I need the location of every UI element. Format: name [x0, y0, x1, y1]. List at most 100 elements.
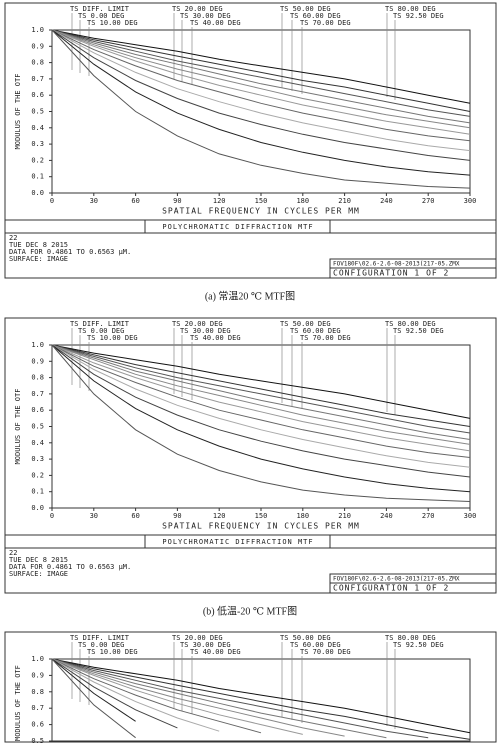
- y-tick-label: 0.8: [31, 688, 44, 696]
- x-tick-label: 210: [338, 197, 351, 205]
- panel-frame: [4, 317, 497, 594]
- y-tick-label: 0.0: [31, 504, 44, 512]
- y-tick-label: 0.5: [31, 108, 44, 116]
- x-tick-label: 60: [131, 197, 139, 205]
- field-label: TS 92.50 DEG: [393, 327, 444, 335]
- mtf-curve: [51, 658, 387, 739]
- mtf-curve: [51, 344, 471, 502]
- field-label: TS 70.00 DEG: [300, 19, 351, 27]
- y-tick-label: 1.0: [31, 26, 44, 34]
- caption: (b) 低温-20 ℃ MTF图: [203, 604, 297, 617]
- x-tick-label: 30: [90, 197, 98, 205]
- field-label: TS 10.00 DEG: [87, 334, 138, 342]
- field-label: TS 70.00 DEG: [300, 334, 351, 342]
- mtf-curve: [51, 344, 471, 493]
- field-label: TS 0.00 DEG: [78, 327, 124, 335]
- x-tick-label: 240: [380, 512, 393, 520]
- y-tick-label: 1.0: [31, 655, 44, 663]
- x-tick-label: 90: [173, 197, 181, 205]
- mtf-curve: [51, 344, 471, 440]
- x-tick-label: 300: [464, 197, 477, 205]
- mtf-curve: [51, 29, 471, 124]
- info-title: POLYCHROMATIC DIFFRACTION MTF: [162, 223, 313, 231]
- y-tick-label: 0.3: [31, 455, 44, 463]
- y-tick-label: 0.6: [31, 91, 44, 99]
- y-tick-label: 0.3: [31, 140, 44, 148]
- field-label: TS 60.00 DEG: [290, 327, 341, 335]
- info-line: 22: [9, 234, 17, 242]
- field-label: TS 10.00 DEG: [87, 648, 138, 656]
- mtf-curve: [51, 29, 471, 161]
- field-label: TS 70.00 DEG: [300, 648, 351, 656]
- caption: (a) 常温20 ℃ MTF图: [205, 289, 295, 302]
- mtf-curve: [51, 29, 471, 112]
- field-label: TS 30.00 DEG: [180, 327, 231, 335]
- x-tick-label: 120: [213, 512, 226, 520]
- y-tick-label: 0.8: [31, 59, 44, 67]
- x-axis-title: SPATIAL FREQUENCY IN CYCLES PER MM: [162, 522, 360, 531]
- y-tick-label: 1.0: [31, 341, 44, 349]
- y-tick-label: 0.9: [31, 42, 44, 50]
- x-tick-label: 270: [422, 512, 435, 520]
- file-name: FOV180F\02.6-2.6-08-2013(217-05.ZMX: [333, 261, 460, 268]
- y-tick-label: 0.1: [31, 173, 44, 181]
- field-label: TS 30.00 DEG: [180, 641, 231, 649]
- x-tick-label: 150: [255, 512, 268, 520]
- field-label: TS 80.00 DEG: [385, 320, 436, 328]
- info-line: DATA FOR 0.4861 TO 0.6563 µM.: [9, 563, 131, 571]
- x-tick-label: 90: [173, 512, 181, 520]
- y-tick-label: 0.7: [31, 704, 44, 712]
- mtf-curve: [51, 29, 471, 129]
- x-tick-label: 300: [464, 512, 477, 520]
- y-axis-title: MODULUS OF THE OTF: [14, 74, 22, 150]
- field-label: TS DIFF. LIMIT: [70, 320, 130, 328]
- info-line: DATA FOR 0.4861 TO 0.6563 µM.: [9, 248, 131, 256]
- y-tick-label: 0.5: [31, 737, 44, 743]
- mtf-curve: [51, 344, 471, 445]
- x-tick-label: 180: [296, 197, 309, 205]
- y-axis-title: MODULUS OF THE OTF: [14, 389, 22, 465]
- panel-frame: [4, 2, 497, 279]
- y-tick-label: 0.9: [31, 671, 44, 679]
- panel-frame: [4, 631, 497, 743]
- mtf-curve: [51, 658, 345, 737]
- mtf-curve: [51, 344, 471, 478]
- field-label: TS 60.00 DEG: [290, 12, 341, 20]
- mtf-curve: [51, 344, 471, 419]
- field-label: TS 80.00 DEG: [385, 5, 436, 13]
- y-axis-title: MODULUS OF THE OTF: [14, 665, 22, 741]
- y-tick-label: 0.6: [31, 406, 44, 414]
- field-label: TS 92.50 DEG: [393, 641, 444, 649]
- mtf-curve: [51, 658, 220, 732]
- x-tick-label: 270: [422, 197, 435, 205]
- field-label: TS 0.00 DEG: [78, 641, 124, 649]
- y-tick-label: 0.2: [31, 471, 44, 479]
- field-label: TS 20.00 DEG: [172, 5, 223, 13]
- y-tick-label: 0.7: [31, 390, 44, 398]
- mtf-curve: [51, 658, 303, 735]
- field-label: TS 40.00 DEG: [190, 19, 241, 27]
- info-title: POLYCHROMATIC DIFFRACTION MTF: [162, 538, 313, 546]
- x-tick-label: 120: [213, 197, 226, 205]
- mtf-curve: [51, 344, 471, 458]
- mtf-curve: [51, 658, 471, 734]
- mtf-curve: [51, 658, 471, 740]
- mtf-curve: [51, 29, 471, 142]
- mtf-curve: [51, 29, 471, 104]
- mtf-curve: [51, 658, 136, 739]
- plot-frame: [51, 658, 471, 742]
- mtf-curve: [51, 658, 262, 734]
- field-label: TS 92.50 DEG: [393, 12, 444, 20]
- y-tick-label: 0.7: [31, 75, 44, 83]
- info-line: SURFACE: IMAGE: [9, 255, 68, 263]
- mtf-curve: [51, 29, 471, 189]
- mtf-curve: [51, 29, 471, 117]
- y-tick-label: 0.0: [31, 189, 44, 197]
- y-tick-label: 0.5: [31, 423, 44, 431]
- field-label: TS 40.00 DEG: [190, 334, 241, 342]
- mtf-curve: [51, 344, 471, 452]
- y-tick-label: 0.6: [31, 721, 44, 729]
- y-tick-label: 0.9: [31, 357, 44, 365]
